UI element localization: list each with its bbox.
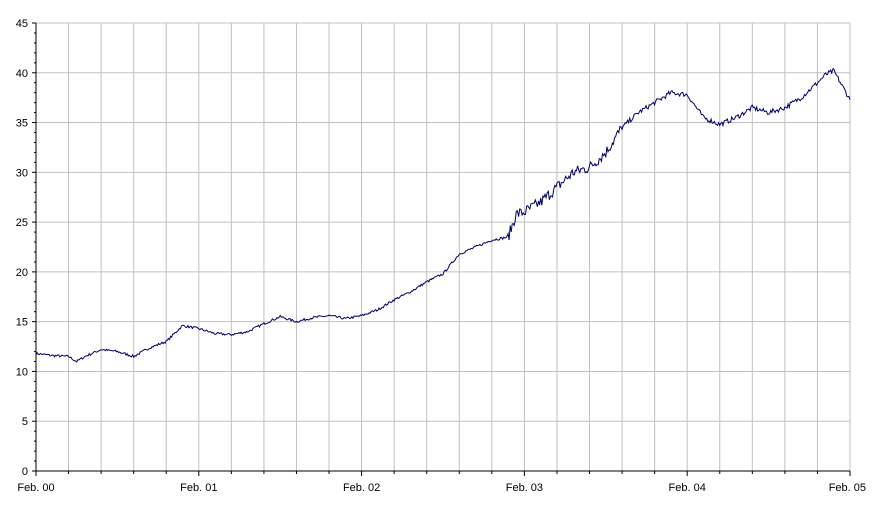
x-tick-label: Feb. 02 — [343, 482, 380, 494]
y-tick-label: 45 — [16, 18, 28, 30]
y-tick-label: 25 — [16, 217, 28, 229]
series-line — [35, 68, 851, 363]
x-tick-label: Feb. 04 — [669, 482, 706, 494]
y-tick-label: 30 — [16, 167, 28, 179]
y-tick-labels: 0 5 10 15 20 25 30 35 40 45 — [16, 18, 28, 478]
x-tick-label: Feb. 00 — [17, 482, 54, 494]
axes — [32, 22, 851, 476]
y-tick-label: 40 — [16, 68, 28, 80]
y-tick-label: 10 — [16, 366, 28, 378]
x-tick-label: Feb. 01 — [180, 482, 217, 494]
y-tick-label: 5 — [22, 416, 28, 428]
y-tick-label: 15 — [16, 317, 28, 329]
grid-lines — [36, 22, 851, 471]
x-tick-label: Feb. 05 — [829, 482, 866, 494]
y-tick-label: 35 — [16, 118, 28, 130]
x-tick-labels: Feb. 00 Feb. 01 Feb. 02 Feb. 03 Feb. 04 Feb. … — [17, 482, 866, 494]
y-tick-label: 0 — [22, 466, 28, 478]
y-tick-label: 20 — [16, 267, 28, 279]
x-tick-label: Feb. 03 — [506, 482, 543, 494]
